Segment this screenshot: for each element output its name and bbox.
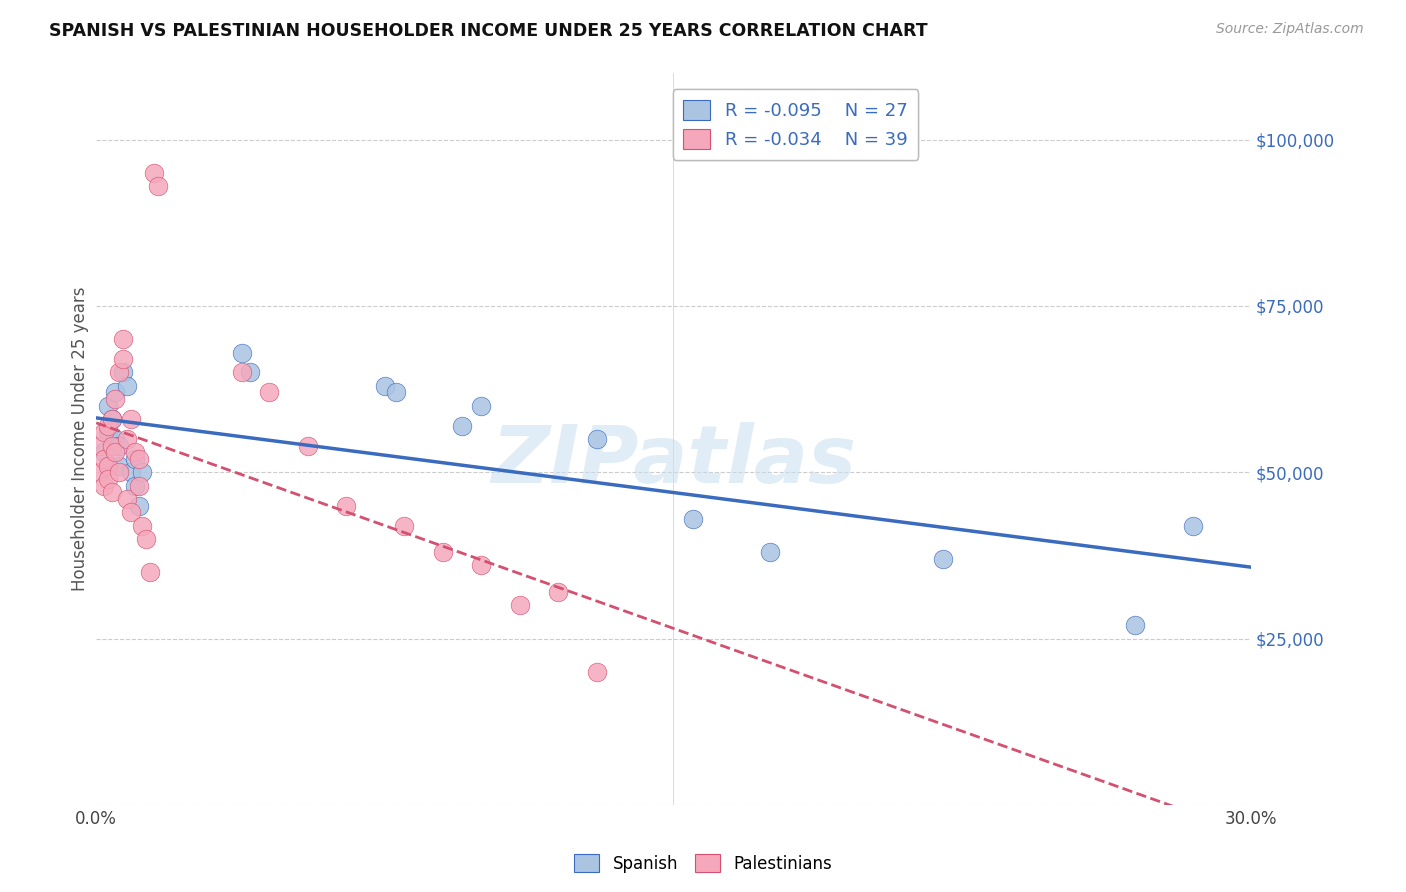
Point (131, 465, 153, 479)
Point (128, 499, 150, 513)
Point (231, 366, 253, 380)
Point (124, 478, 146, 492)
Point (392, 518, 415, 533)
Point (93, 425, 115, 440)
Point (758, 545, 780, 559)
Point (470, 558, 492, 573)
Point (335, 499, 357, 513)
Point (108, 439, 131, 453)
Point (108, 366, 131, 380)
Point (120, 505, 142, 519)
Point (146, 179, 169, 194)
Point (585, 665, 607, 679)
Point (97, 425, 120, 440)
Point (100, 412, 122, 426)
Point (104, 385, 127, 400)
Point (385, 385, 408, 400)
Point (115, 491, 138, 506)
Point (89, 439, 111, 453)
Point (1182, 518, 1205, 533)
Point (112, 332, 135, 346)
Legend: Spanish, Palestinians: Spanish, Palestinians (568, 847, 838, 880)
Point (93, 445, 115, 459)
Point (115, 432, 138, 446)
Point (93, 478, 115, 492)
Point (432, 545, 454, 559)
Point (108, 465, 131, 479)
Point (112, 366, 135, 380)
Point (97, 399, 120, 413)
Point (231, 345, 253, 359)
Point (1123, 618, 1146, 632)
Point (374, 378, 396, 392)
Point (104, 432, 127, 446)
Point (259, 385, 281, 400)
Point (450, 418, 472, 433)
Point (124, 445, 146, 459)
Point (108, 458, 131, 473)
Point (142, 166, 165, 180)
Point (100, 485, 122, 500)
Text: ZIPatlas: ZIPatlas (491, 422, 856, 500)
Point (89, 465, 111, 479)
Point (124, 452, 146, 467)
Point (131, 518, 153, 533)
Point (297, 439, 319, 453)
Point (682, 512, 704, 526)
Point (112, 352, 135, 367)
Point (135, 532, 157, 546)
Point (104, 392, 127, 406)
Point (120, 465, 142, 479)
Point (470, 399, 492, 413)
Point (128, 478, 150, 492)
Point (120, 412, 142, 426)
Point (509, 599, 531, 613)
Point (115, 378, 138, 392)
Point (547, 585, 569, 599)
Legend: R = -0.095    N = 27, R = -0.034    N = 39: R = -0.095 N = 27, R = -0.034 N = 39 (672, 89, 918, 160)
Point (932, 551, 955, 566)
Y-axis label: Householder Income Under 25 years: Householder Income Under 25 years (72, 287, 89, 591)
Point (97, 472, 120, 486)
Point (100, 412, 122, 426)
Text: SPANISH VS PALESTINIAN HOUSEHOLDER INCOME UNDER 25 YEARS CORRELATION CHART: SPANISH VS PALESTINIAN HOUSEHOLDER INCOM… (49, 22, 928, 40)
Point (128, 452, 150, 467)
Point (585, 432, 607, 446)
Point (97, 458, 120, 473)
Point (100, 439, 122, 453)
Point (104, 445, 127, 459)
Point (139, 565, 162, 579)
Point (93, 452, 115, 467)
Point (239, 366, 262, 380)
Text: Source: ZipAtlas.com: Source: ZipAtlas.com (1216, 22, 1364, 37)
Point (97, 418, 120, 433)
